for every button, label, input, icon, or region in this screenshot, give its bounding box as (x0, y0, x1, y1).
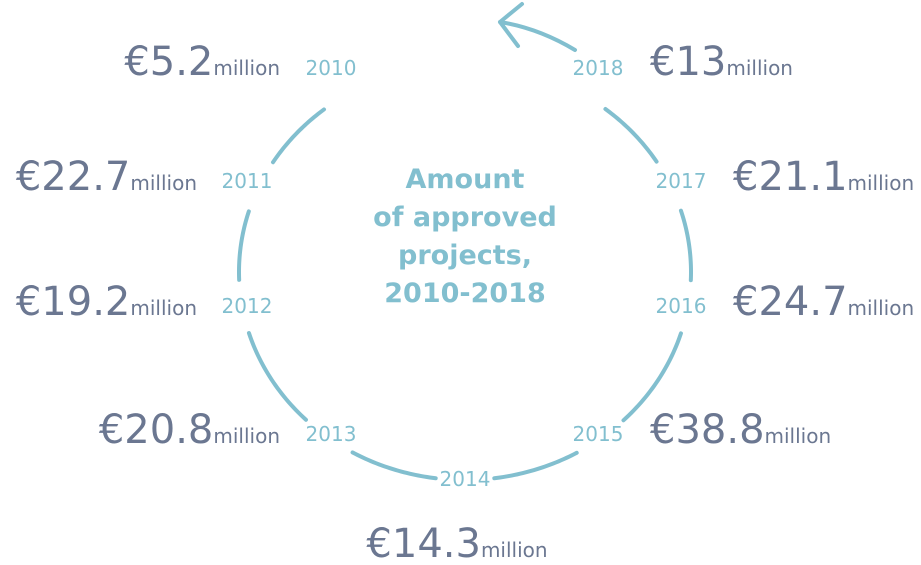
amount-unit: million (130, 296, 197, 320)
amount-unit: million (481, 538, 548, 562)
amount-unit: million (848, 296, 915, 320)
amount: €20.8million (99, 407, 280, 453)
amount-unit: million (848, 171, 915, 195)
ring-arc (621, 331, 683, 423)
year: 2016 (656, 294, 707, 318)
amount-value: €19.2 (16, 279, 131, 325)
amount-value: €13 (650, 39, 726, 85)
ring-arc (246, 331, 308, 422)
year: 2018 (573, 56, 624, 80)
amount-value: €5.2 (124, 39, 213, 85)
year: 2013 (306, 422, 357, 446)
ring-arc (237, 209, 251, 282)
amount-unit: million (726, 56, 793, 80)
ring-arc (603, 107, 659, 164)
ring-arc (350, 450, 438, 481)
amount-value: €38.8 (650, 407, 765, 453)
year: 2012 (222, 294, 273, 318)
amount: €13million (650, 39, 793, 85)
year: 2010 (306, 56, 357, 80)
amount-unit: million (213, 424, 280, 448)
amount-value: €22.7 (16, 154, 131, 200)
year: 2015 (573, 422, 624, 446)
center-title: 2010-2018 (384, 278, 546, 309)
amount: €14.3million (366, 521, 547, 565)
amount-value: €24.7 (733, 279, 848, 325)
amount-unit: million (765, 424, 832, 448)
amount-unit: million (213, 56, 280, 80)
amount: €19.2million (16, 279, 197, 325)
labels: 2010€5.2million2011€22.7million2012€19.2… (16, 39, 914, 565)
ring-arc (492, 450, 579, 481)
arrow (498, 2, 577, 52)
year: 2014 (440, 467, 491, 491)
center-title: projects, (398, 240, 532, 271)
amount-value: €21.1 (733, 154, 848, 200)
amount-value: €14.3 (366, 521, 481, 565)
amount: €38.8million (650, 407, 831, 453)
year: 2011 (222, 169, 273, 193)
ring-arc (678, 208, 693, 283)
center-title: of approved (373, 202, 557, 233)
ring (237, 107, 693, 481)
amount: €24.7million (733, 279, 914, 325)
amount-unit: million (130, 171, 197, 195)
amount: €5.2million (124, 39, 280, 85)
year: 2017 (656, 169, 707, 193)
amount: €21.1million (733, 154, 914, 200)
amount: €22.7million (16, 154, 197, 200)
ring-arc (271, 107, 326, 165)
center-title: Amount (406, 164, 525, 195)
amount-value: €20.8 (99, 407, 214, 453)
